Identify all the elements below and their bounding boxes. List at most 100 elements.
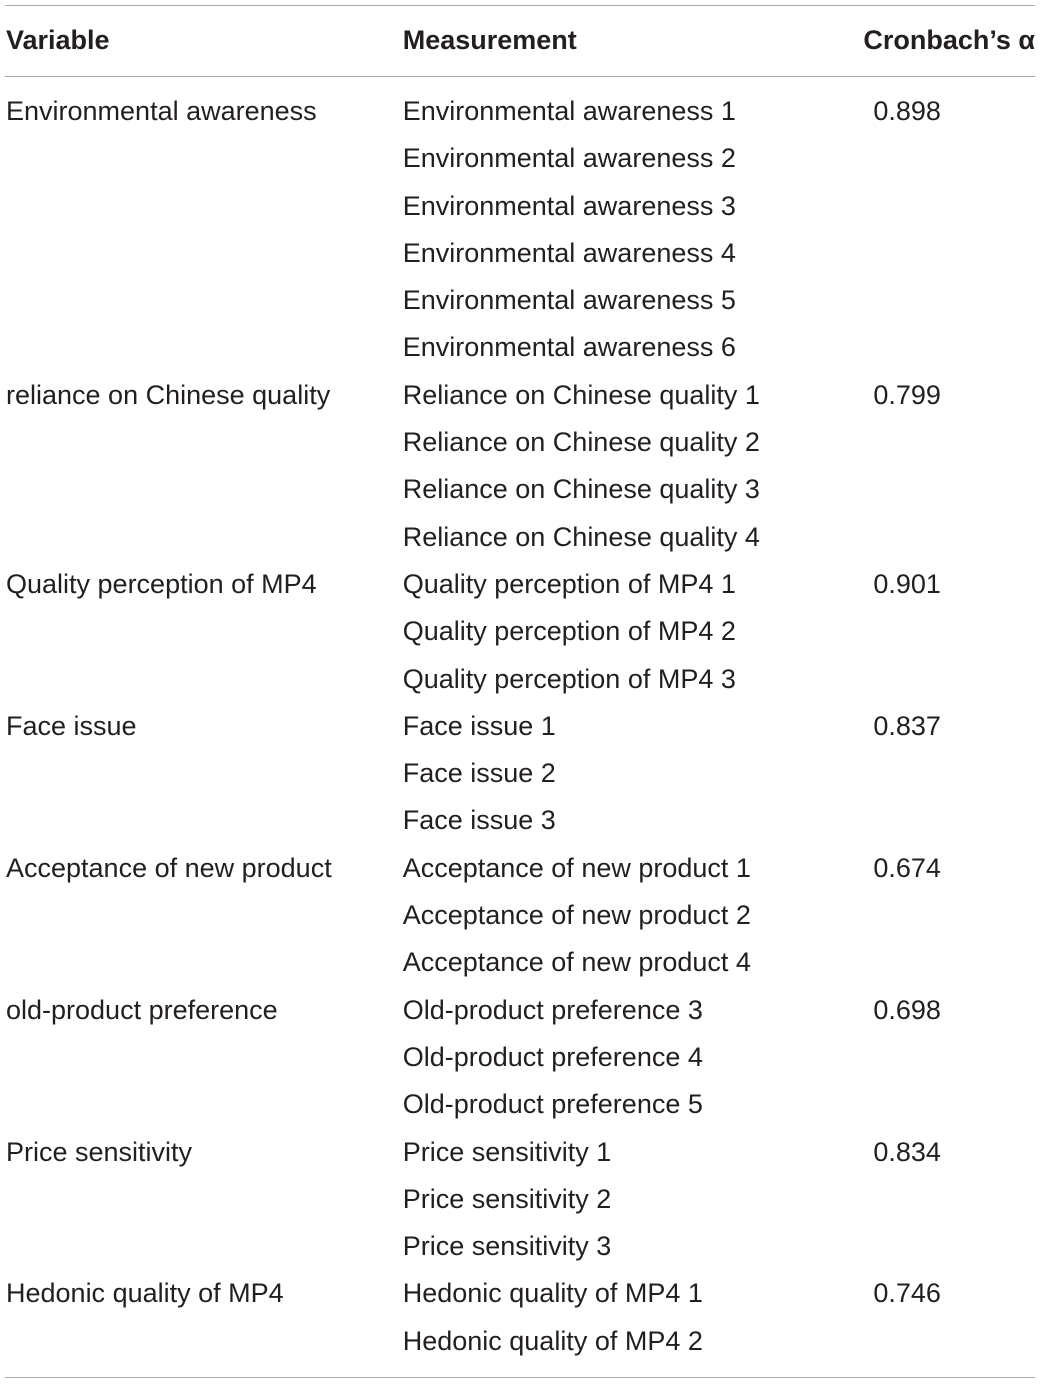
variable-cell: old-product preference xyxy=(6,994,278,1025)
table-row: Price sensitivity 2 xyxy=(5,1176,1035,1223)
alpha-cell xyxy=(863,277,1035,324)
measurement-cell: Price sensitivity 1 xyxy=(402,1136,612,1167)
alpha-cell xyxy=(863,230,1035,277)
measurement-cell: Acceptance of new product 2 xyxy=(402,900,751,931)
variable-cell: Acceptance of new product xyxy=(6,852,332,883)
measurement-cell: Environmental awareness 2 xyxy=(402,143,736,174)
table-row: Quality perception of MP4 Quality percept… xyxy=(5,561,1035,608)
variable-cell xyxy=(5,135,403,182)
measurement-cell: Reliance on Chinese quality 2 xyxy=(402,427,760,458)
measurement-cell: Old-product preference 4 xyxy=(402,1041,703,1072)
alpha-cell xyxy=(863,183,1035,230)
alpha-cell xyxy=(863,514,1035,561)
alpha-cell xyxy=(863,750,1035,797)
table-row: Acceptance of new product 4 xyxy=(5,939,1035,986)
measurement-cell: Reliance on Chinese quality 4 xyxy=(402,521,760,552)
variable-cell xyxy=(5,324,403,371)
measurement-cell: Quality perception of MP4 1 xyxy=(402,568,736,599)
measurement-cell: Acceptance of new product 1 xyxy=(402,852,751,883)
table-row: Quality perception of MP4 2 xyxy=(5,608,1035,655)
alpha-cell xyxy=(863,419,1035,466)
table-row: Quality perception of MP4 3 xyxy=(5,656,1035,703)
variable-cell xyxy=(5,608,403,655)
table-row: Face issue 2 xyxy=(5,750,1035,797)
alpha-cell: 0.834 xyxy=(873,1136,941,1167)
alpha-cell xyxy=(863,892,1035,939)
measurement-cell: Environmental awareness 1 xyxy=(402,96,736,126)
alpha-cell xyxy=(863,656,1035,703)
variable-cell xyxy=(5,892,403,939)
variable-cell xyxy=(5,656,403,703)
measurement-cell: Old-product preference 3 xyxy=(402,994,703,1025)
table-row: Environmental awareness 4 xyxy=(5,230,1035,277)
alpha-cell xyxy=(863,1223,1035,1270)
measurement-cell: Quality perception of MP4 2 xyxy=(402,616,736,647)
variable-cell xyxy=(5,939,403,986)
variable-cell xyxy=(5,797,403,844)
table-row: Acceptance of new product 2 xyxy=(5,892,1035,939)
variable-cell xyxy=(5,1034,403,1081)
measurement-cell: Environmental awareness 5 xyxy=(402,285,736,316)
measurement-cell: Reliance on Chinese quality 1 xyxy=(402,379,760,410)
table-bottom-rule xyxy=(5,1377,1035,1378)
table-header-row: Variable Measurement Cronbach’s α xyxy=(5,5,1035,76)
table-body: Environmental awareness Environmental awa… xyxy=(5,76,1035,1365)
table-row: Environmental awareness 6 xyxy=(5,324,1035,371)
table-row: Reliance on Chinese quality 3 xyxy=(5,466,1035,513)
variable-cell xyxy=(5,230,403,277)
alpha-cell: 0.698 xyxy=(873,994,941,1025)
alpha-cell xyxy=(863,797,1035,844)
variable-cell xyxy=(5,1223,403,1270)
measurement-cell: Face issue 1 xyxy=(402,710,556,741)
alpha-cell: 0.799 xyxy=(873,379,941,410)
variable-cell xyxy=(5,183,403,230)
alpha-cell xyxy=(863,1318,1035,1365)
reliability-table: Variable Measurement Cronbach’s α Enviro… xyxy=(5,5,1035,1365)
measurement-cell: Environmental awareness 4 xyxy=(402,237,736,268)
measurement-cell: Face issue 3 xyxy=(402,805,556,836)
variable-cell xyxy=(5,419,403,466)
measurement-cell: Quality perception of MP4 3 xyxy=(402,663,736,694)
measurement-cell: Hedonic quality of MP4 2 xyxy=(402,1325,703,1356)
alpha-cell: 0.674 xyxy=(873,852,941,883)
measurement-cell: Environmental awareness 6 xyxy=(402,332,736,363)
table-row: Environmental awareness 3 xyxy=(5,183,1035,230)
measurement-cell: Old-product preference 5 xyxy=(402,1089,703,1120)
table-row: Old-product preference 5 xyxy=(5,1081,1035,1128)
alpha-cell xyxy=(863,1034,1035,1081)
alpha-cell: 0.837 xyxy=(873,710,941,741)
measurement-cell: Environmental awareness 3 xyxy=(402,190,736,221)
measurement-cell: Hedonic quality of MP4 1 xyxy=(402,1278,703,1309)
table-row: Acceptance of new product Acceptance of n… xyxy=(5,845,1035,892)
variable-cell: Environmental awareness xyxy=(6,96,317,126)
alpha-cell xyxy=(863,939,1035,986)
table-row: Environmental awareness Environmental awa… xyxy=(5,76,1035,135)
table-row: Environmental awareness 2 xyxy=(5,135,1035,182)
variable-cell xyxy=(5,1318,403,1365)
variable-cell xyxy=(5,1176,403,1223)
header-measurement: Measurement xyxy=(402,25,577,55)
table-row: Hedonic quality of MP4 Hedonic quality of… xyxy=(5,1270,1035,1317)
alpha-cell xyxy=(863,1081,1035,1128)
variable-cell xyxy=(5,277,403,324)
table-row: Price sensitivity Price sensitivity 1 0.83… xyxy=(5,1129,1035,1176)
measurement-cell: Reliance on Chinese quality 3 xyxy=(402,474,760,505)
measurement-cell: Face issue 2 xyxy=(402,758,556,789)
alpha-cell: 0.746 xyxy=(873,1278,941,1309)
variable-cell: Price sensitivity xyxy=(6,1136,193,1167)
alpha-cell xyxy=(863,1176,1035,1223)
table-row: Price sensitivity 3 xyxy=(5,1223,1035,1270)
variable-cell: Face issue xyxy=(6,710,137,741)
table-row: Environmental awareness 5 xyxy=(5,277,1035,324)
table-top-rule xyxy=(5,5,1035,6)
variable-cell xyxy=(5,750,403,797)
table-row: Face issue Face issue 1 0.837 xyxy=(5,703,1035,750)
variable-cell: Quality perception of MP4 xyxy=(6,568,317,599)
alpha-cell xyxy=(863,135,1035,182)
table-row: Reliance on Chinese quality 4 xyxy=(5,514,1035,561)
alpha-cell: 0.898 xyxy=(873,96,941,126)
table-header-rule xyxy=(5,76,1035,77)
alpha-cell: 0.901 xyxy=(873,568,941,599)
measurement-cell: Price sensitivity 3 xyxy=(402,1231,612,1262)
